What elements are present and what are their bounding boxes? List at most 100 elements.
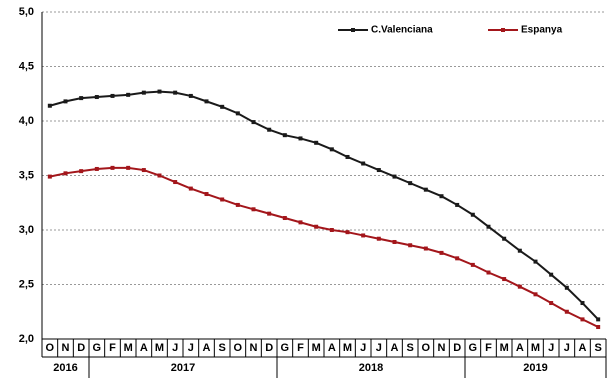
point <box>220 104 225 109</box>
point <box>517 248 522 253</box>
point <box>173 90 178 95</box>
point <box>94 166 99 171</box>
x-tick-label: J <box>172 342 178 354</box>
point <box>502 277 507 282</box>
point <box>408 243 413 248</box>
point <box>329 147 334 152</box>
x-tick-label: D <box>77 342 85 354</box>
point <box>376 236 381 241</box>
x-tick-label: F <box>297 342 304 354</box>
point <box>455 256 460 261</box>
x-tick-label: J <box>360 342 366 354</box>
point <box>126 92 131 97</box>
year-label: 2016 <box>53 362 77 374</box>
point <box>47 103 52 108</box>
x-tick-label: A <box>516 342 524 354</box>
x-tick-label: O <box>422 342 431 354</box>
y-tick-label: 2,0 <box>19 333 34 345</box>
point <box>580 317 585 322</box>
x-tick-label: A <box>328 342 336 354</box>
series-line <box>49 166 599 328</box>
x-tick-label: M <box>343 342 352 354</box>
point <box>486 224 491 229</box>
point <box>549 301 554 306</box>
point <box>361 233 366 238</box>
point <box>173 180 178 185</box>
point <box>533 259 538 264</box>
point <box>455 202 460 207</box>
point <box>376 168 381 173</box>
point <box>63 171 68 176</box>
point <box>439 250 444 255</box>
x-tick-label: N <box>250 342 258 354</box>
y-tick-label: 5,0 <box>19 6 34 18</box>
point <box>298 136 303 141</box>
x-tick-label: A <box>140 342 148 354</box>
point <box>329 228 334 232</box>
point <box>408 181 413 186</box>
point <box>47 174 52 179</box>
x-tick-label: A <box>579 342 587 354</box>
point <box>79 96 84 101</box>
year-label: 2019 <box>523 362 547 374</box>
point <box>157 173 162 178</box>
point <box>63 99 68 104</box>
x-tick-label: N <box>438 342 446 354</box>
point <box>486 270 491 275</box>
point <box>204 99 209 104</box>
point <box>298 220 303 225</box>
point <box>423 246 428 251</box>
legend-marker <box>501 28 505 32</box>
series-line <box>49 90 599 321</box>
x-tick-label: J <box>548 342 554 354</box>
x-tick-label: S <box>594 342 601 354</box>
x-tick-label: O <box>234 342 243 354</box>
point <box>235 111 240 116</box>
x-tick-label: J <box>376 342 382 354</box>
x-tick-label: N <box>62 342 70 354</box>
point <box>267 127 272 132</box>
point <box>517 284 522 289</box>
year-label: 2017 <box>171 362 195 374</box>
point <box>267 211 272 216</box>
x-tick-label: F <box>109 342 116 354</box>
point <box>470 262 475 267</box>
legend-label: C.Valenciana <box>371 25 433 36</box>
point <box>596 325 601 330</box>
legend-marker <box>351 28 355 32</box>
point <box>110 93 115 98</box>
point <box>596 317 601 322</box>
year-label: 2018 <box>359 362 383 374</box>
point <box>392 174 397 179</box>
y-tick-label: 3,0 <box>19 224 34 236</box>
point <box>204 192 209 197</box>
point <box>361 161 366 166</box>
point <box>423 187 428 192</box>
x-tick-label: G <box>281 342 290 354</box>
point <box>549 272 554 277</box>
point <box>251 207 256 212</box>
x-tick-label: G <box>469 342 478 354</box>
legend-label: Espanya <box>521 25 563 36</box>
x-tick-label: O <box>46 342 55 354</box>
point <box>345 154 350 159</box>
y-tick-label: 3,5 <box>19 169 34 181</box>
x-tick-label: M <box>500 342 509 354</box>
point <box>251 120 256 125</box>
point <box>282 216 287 221</box>
point <box>564 285 569 290</box>
point <box>126 165 131 170</box>
point <box>188 186 193 191</box>
x-tick-label: J <box>188 342 194 354</box>
point <box>533 292 538 297</box>
x-tick-label: D <box>265 342 273 354</box>
x-tick-label: J <box>564 342 570 354</box>
x-tick-label: M <box>155 342 164 354</box>
point <box>314 224 319 229</box>
x-tick-label: A <box>203 342 211 354</box>
point <box>314 140 319 145</box>
point <box>580 301 585 306</box>
y-tick-label: 2,5 <box>19 278 34 290</box>
x-tick-label: S <box>406 342 413 354</box>
